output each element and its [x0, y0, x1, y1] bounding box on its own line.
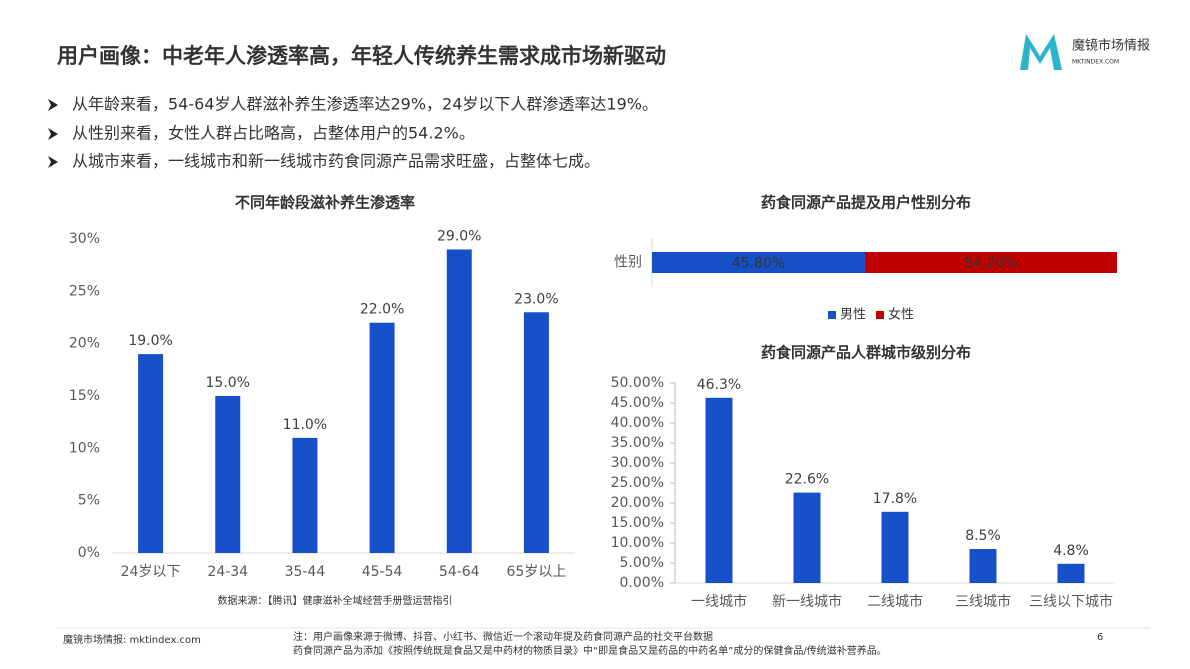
- y-tick-label: 5%: [78, 493, 100, 509]
- value-label: 4.8%: [1053, 543, 1089, 559]
- chart-title: 不同年龄段滋补养生渗透率: [235, 194, 415, 212]
- footer-note: 注：用户画像来源于微博、抖音、小红书、微信近一个滚动年提及药食同源产品的社交平台…: [293, 630, 713, 643]
- x-tick-label: 三线城市: [955, 593, 1011, 610]
- bar: [523, 312, 549, 553]
- bar: [881, 511, 909, 583]
- y-tick-label: 0.00%: [620, 575, 664, 591]
- legend-swatch: [876, 311, 884, 319]
- y-tick-label: 40.00%: [611, 415, 664, 431]
- y-tick-label: 15%: [69, 388, 100, 404]
- x-tick-label: 新一线城市: [772, 593, 842, 610]
- chart-title: 药食同源产品提及用户性别分布: [761, 194, 971, 212]
- value-label: 54.20%: [964, 256, 1017, 272]
- x-tick-label: 一线城市: [691, 593, 747, 610]
- value-label: 29.0%: [437, 228, 481, 244]
- y-tick-label: 30%: [69, 231, 100, 247]
- value-label: 11.0%: [283, 417, 327, 433]
- x-tick-label: 三线以下城市: [1029, 593, 1113, 610]
- y-tick-label: 5.00%: [620, 555, 664, 571]
- bullet-marker: [48, 156, 58, 168]
- y-tick-label: 20.00%: [611, 495, 664, 511]
- slide-title: 用户画像：中老年人渗透率高，年轻人传统养生需求成市场新驱动: [57, 44, 666, 68]
- chart-title: 药食同源产品人群城市级别分布: [761, 344, 971, 362]
- bar: [369, 322, 395, 553]
- bullet-marker: [48, 128, 58, 140]
- y-tick-label: 0%: [78, 545, 100, 561]
- source: 数据来源：【腾讯】健康滋补全域经营手册暨运营指引: [218, 594, 453, 607]
- legend-label: 女性: [888, 307, 914, 323]
- bar-segment: [864, 252, 1117, 273]
- bullet: 从城市来看，一线城市和新一线城市药食同源产品需求旺盛，占整体七成。: [72, 152, 600, 171]
- footer-note: 药食同源产品为添加《按照传统既是食品又是中药材的物质目录》中“即是食品又是药品的…: [293, 644, 887, 657]
- y-tick-label: 10%: [69, 440, 100, 456]
- bullet: 从性别来看，女性人群占比略高，占整体用户的54.2%。: [72, 124, 475, 143]
- logo-name: 魔镜市场情报: [1072, 38, 1150, 54]
- y-tick-label: 30.00%: [611, 455, 664, 471]
- x-tick-label: 54-64: [439, 564, 480, 580]
- x-tick-label: 24岁以下: [121, 564, 181, 580]
- y-tick-label: 10.00%: [611, 535, 664, 551]
- y-tick-label: 25.00%: [611, 475, 664, 491]
- legend-swatch: [828, 311, 836, 319]
- y-tick-label: 15.00%: [611, 515, 664, 531]
- x-tick-label: 65岁以上: [507, 564, 567, 580]
- x-tick-label: 24-34: [207, 564, 248, 580]
- y-tick-label: 25%: [69, 283, 100, 299]
- logo: 魔镜市场情报 MKTINDEX.COM: [1020, 34, 1150, 70]
- value-label: 22.0%: [360, 302, 404, 318]
- bar: [292, 437, 318, 553]
- value-label: 8.5%: [965, 528, 1001, 544]
- bar: [138, 354, 164, 553]
- value-label: 17.8%: [873, 491, 917, 507]
- bar: [793, 492, 821, 583]
- x-tick-label: 45-54: [362, 564, 403, 580]
- bar: [969, 549, 997, 583]
- logo-mark: [1020, 34, 1062, 70]
- bar: [446, 249, 472, 553]
- value-label: 22.6%: [785, 472, 829, 488]
- x-tick-label: 二线城市: [867, 593, 923, 610]
- value-label: 23.0%: [514, 291, 558, 307]
- bullet-marker: [48, 99, 58, 111]
- y-tick-label: 性别: [614, 255, 642, 271]
- bar: [215, 396, 241, 553]
- legend-label: 男性: [840, 308, 866, 323]
- value-label: 46.3%: [697, 377, 741, 393]
- x-tick-label: 35-44: [285, 564, 326, 580]
- y-tick-label: 35.00%: [611, 435, 664, 451]
- page-number: 6: [1097, 632, 1103, 643]
- bullet: 从年龄来看，54-64岁人群滋补养生渗透率达29%，24岁以下人群渗透率达19%…: [72, 95, 658, 114]
- y-tick-label: 45.00%: [611, 395, 664, 411]
- footer-site: 魔镜市场情报: mktindex.com: [63, 633, 201, 646]
- bar: [1057, 563, 1085, 583]
- bar: [705, 397, 733, 583]
- bar-segment: [652, 252, 865, 273]
- y-tick-label: 50.00%: [611, 375, 664, 391]
- y-tick-label: 20%: [69, 336, 100, 352]
- value-label: 45.80%: [732, 256, 785, 272]
- value-label: 15.0%: [206, 375, 250, 391]
- value-label: 19.0%: [128, 333, 172, 349]
- logo-url: MKTINDEX.COM: [1072, 59, 1119, 66]
